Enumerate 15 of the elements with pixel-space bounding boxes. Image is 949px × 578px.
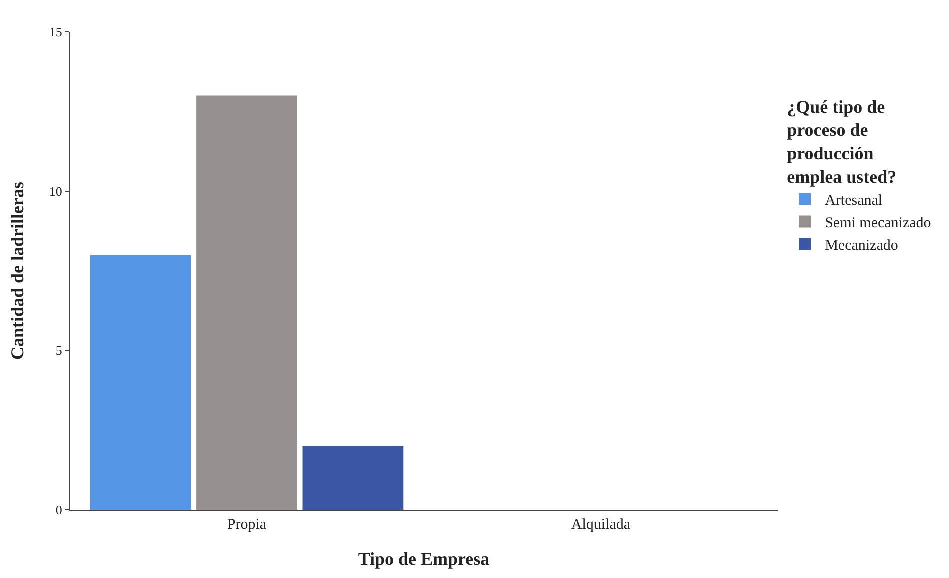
bar bbox=[196, 96, 298, 510]
y-tick-label: 15 bbox=[49, 24, 62, 40]
y-tick-label: 10 bbox=[49, 184, 62, 199]
x-tick-label: Propia bbox=[227, 517, 267, 533]
bar bbox=[90, 255, 192, 510]
legend-label: Artesanal bbox=[825, 193, 883, 210]
y-tick-label: 0 bbox=[56, 502, 62, 518]
bar bbox=[302, 446, 404, 510]
x-tick-label: Alquilada bbox=[571, 517, 631, 533]
x-axis-title: Tipo de Empresa bbox=[358, 549, 490, 570]
legend-label: Mecanizado bbox=[825, 238, 898, 254]
y-tick-label: 5 bbox=[56, 343, 62, 358]
legend-label: Semi mecanizado bbox=[825, 216, 932, 232]
y-axis-title: Cantidad de ladrilleras bbox=[8, 182, 28, 360]
legend-title: ¿Qué tipo de proceso de producción emplea usted? bbox=[787, 96, 897, 187]
